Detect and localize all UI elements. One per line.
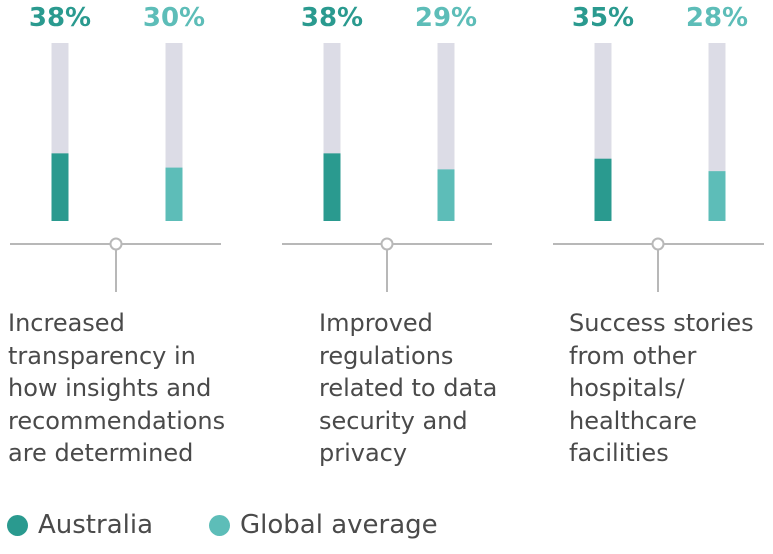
group-1-description: Increased transparency in how insights a… [8, 307, 225, 470]
legend-australia-label: Australia [38, 510, 154, 540]
group-1-global-value-label: 30% [143, 3, 205, 33]
group-2-line-4: security and [319, 406, 468, 435]
group-3-line-4: healthcare [569, 406, 697, 435]
group-2-global-bar [437, 169, 455, 221]
group-3-line-3: hospitals/ [569, 374, 685, 402]
group-3-axis-node [651, 237, 665, 251]
group-1-line-3: how insights and [8, 374, 212, 402]
group-1-global-bar [165, 167, 183, 221]
group-3-description: Success stories from other hospitals/ he… [569, 307, 754, 470]
legend-global-average: Global average [209, 510, 438, 540]
legend-australia: Australia [7, 510, 153, 540]
legend-australia-swatch [7, 514, 28, 536]
group-1-australia-bar [51, 153, 69, 221]
group-3-line-5: facilities [569, 439, 669, 467]
group-1-line-5: are determined [8, 439, 194, 467]
group-3-australia-value-label: 35% [572, 3, 634, 33]
group-2-global-value-label: 29% [415, 3, 477, 33]
group-3-line-2: from other [569, 341, 697, 370]
group-1-line-2: transparency in [8, 341, 196, 370]
group-2-axis-node [380, 237, 394, 251]
group-1-line-4: recommendations [8, 406, 226, 435]
group-3-global-value-label: 28% [686, 3, 748, 33]
legend-global-label: Global average [240, 510, 438, 540]
group-2-line-1: Improved [319, 309, 433, 337]
group-2-line-2: regulations [319, 341, 454, 370]
group-2-line-3: related to data [319, 374, 498, 402]
group-1-australia-value-label: 38% [29, 3, 91, 33]
group-2-description: Improved regulations related to data sec… [319, 307, 497, 470]
group-1-axis-node [109, 237, 123, 251]
bar-chart: 38% 30% 38% 29% 35% 28% [10, 3, 764, 292]
group-2-australia-bar [323, 153, 341, 221]
group-3-global-bar [708, 171, 726, 221]
group-3-australia-bar [594, 158, 612, 221]
legend-global-swatch [209, 514, 230, 536]
group-1-line-1: Increased [8, 309, 125, 337]
group-2-line-5: privacy [319, 439, 408, 467]
group-2-australia-value-label: 38% [301, 3, 363, 33]
group-3-line-1: Success stories [569, 309, 754, 337]
